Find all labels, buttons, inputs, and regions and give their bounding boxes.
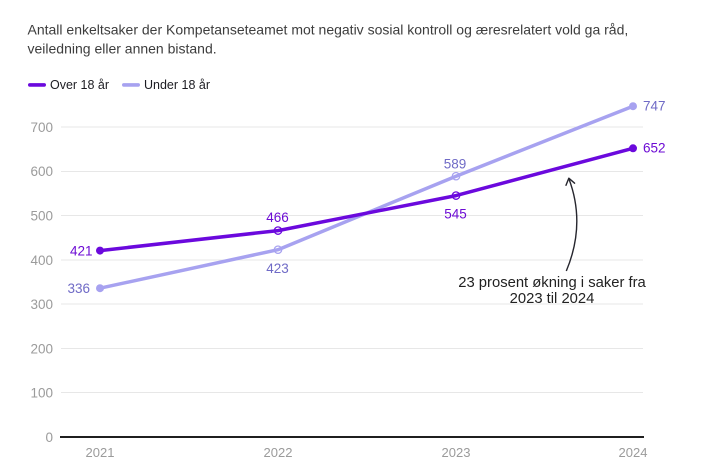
svg-text:500: 500 — [30, 209, 53, 224]
svg-text:2021: 2021 — [86, 445, 115, 460]
svg-text:421: 421 — [70, 244, 93, 259]
svg-text:600: 600 — [30, 164, 53, 179]
svg-text:423: 423 — [266, 261, 289, 276]
svg-text:Over 18 år: Over 18 år — [50, 78, 109, 92]
svg-text:2024: 2024 — [619, 445, 648, 460]
svg-text:300: 300 — [30, 297, 53, 312]
svg-text:200: 200 — [30, 341, 53, 356]
svg-text:0: 0 — [45, 430, 53, 445]
svg-text:545: 545 — [444, 206, 467, 221]
svg-text:700: 700 — [30, 120, 53, 135]
svg-text:2023 til 2024: 2023 til 2024 — [510, 291, 595, 307]
svg-text:2022: 2022 — [264, 445, 293, 460]
svg-text:23 prosent økning i saker fra: 23 prosent økning i saker fra — [458, 275, 646, 291]
svg-text:336: 336 — [67, 281, 90, 296]
svg-text:Under 18 år: Under 18 år — [144, 78, 210, 92]
svg-text:466: 466 — [266, 210, 289, 225]
svg-text:veiledning eller annen bistand: veiledning eller annen bistand. — [28, 41, 217, 57]
svg-text:747: 747 — [643, 99, 666, 114]
svg-text:589: 589 — [444, 156, 467, 171]
svg-text:2023: 2023 — [442, 445, 471, 460]
svg-text:100: 100 — [30, 386, 53, 401]
svg-text:652: 652 — [643, 140, 666, 155]
svg-text:400: 400 — [30, 253, 53, 268]
svg-text:Antall enkeltsaker der Kompeta: Antall enkeltsaker der Kompetanseteamet … — [28, 21, 629, 37]
